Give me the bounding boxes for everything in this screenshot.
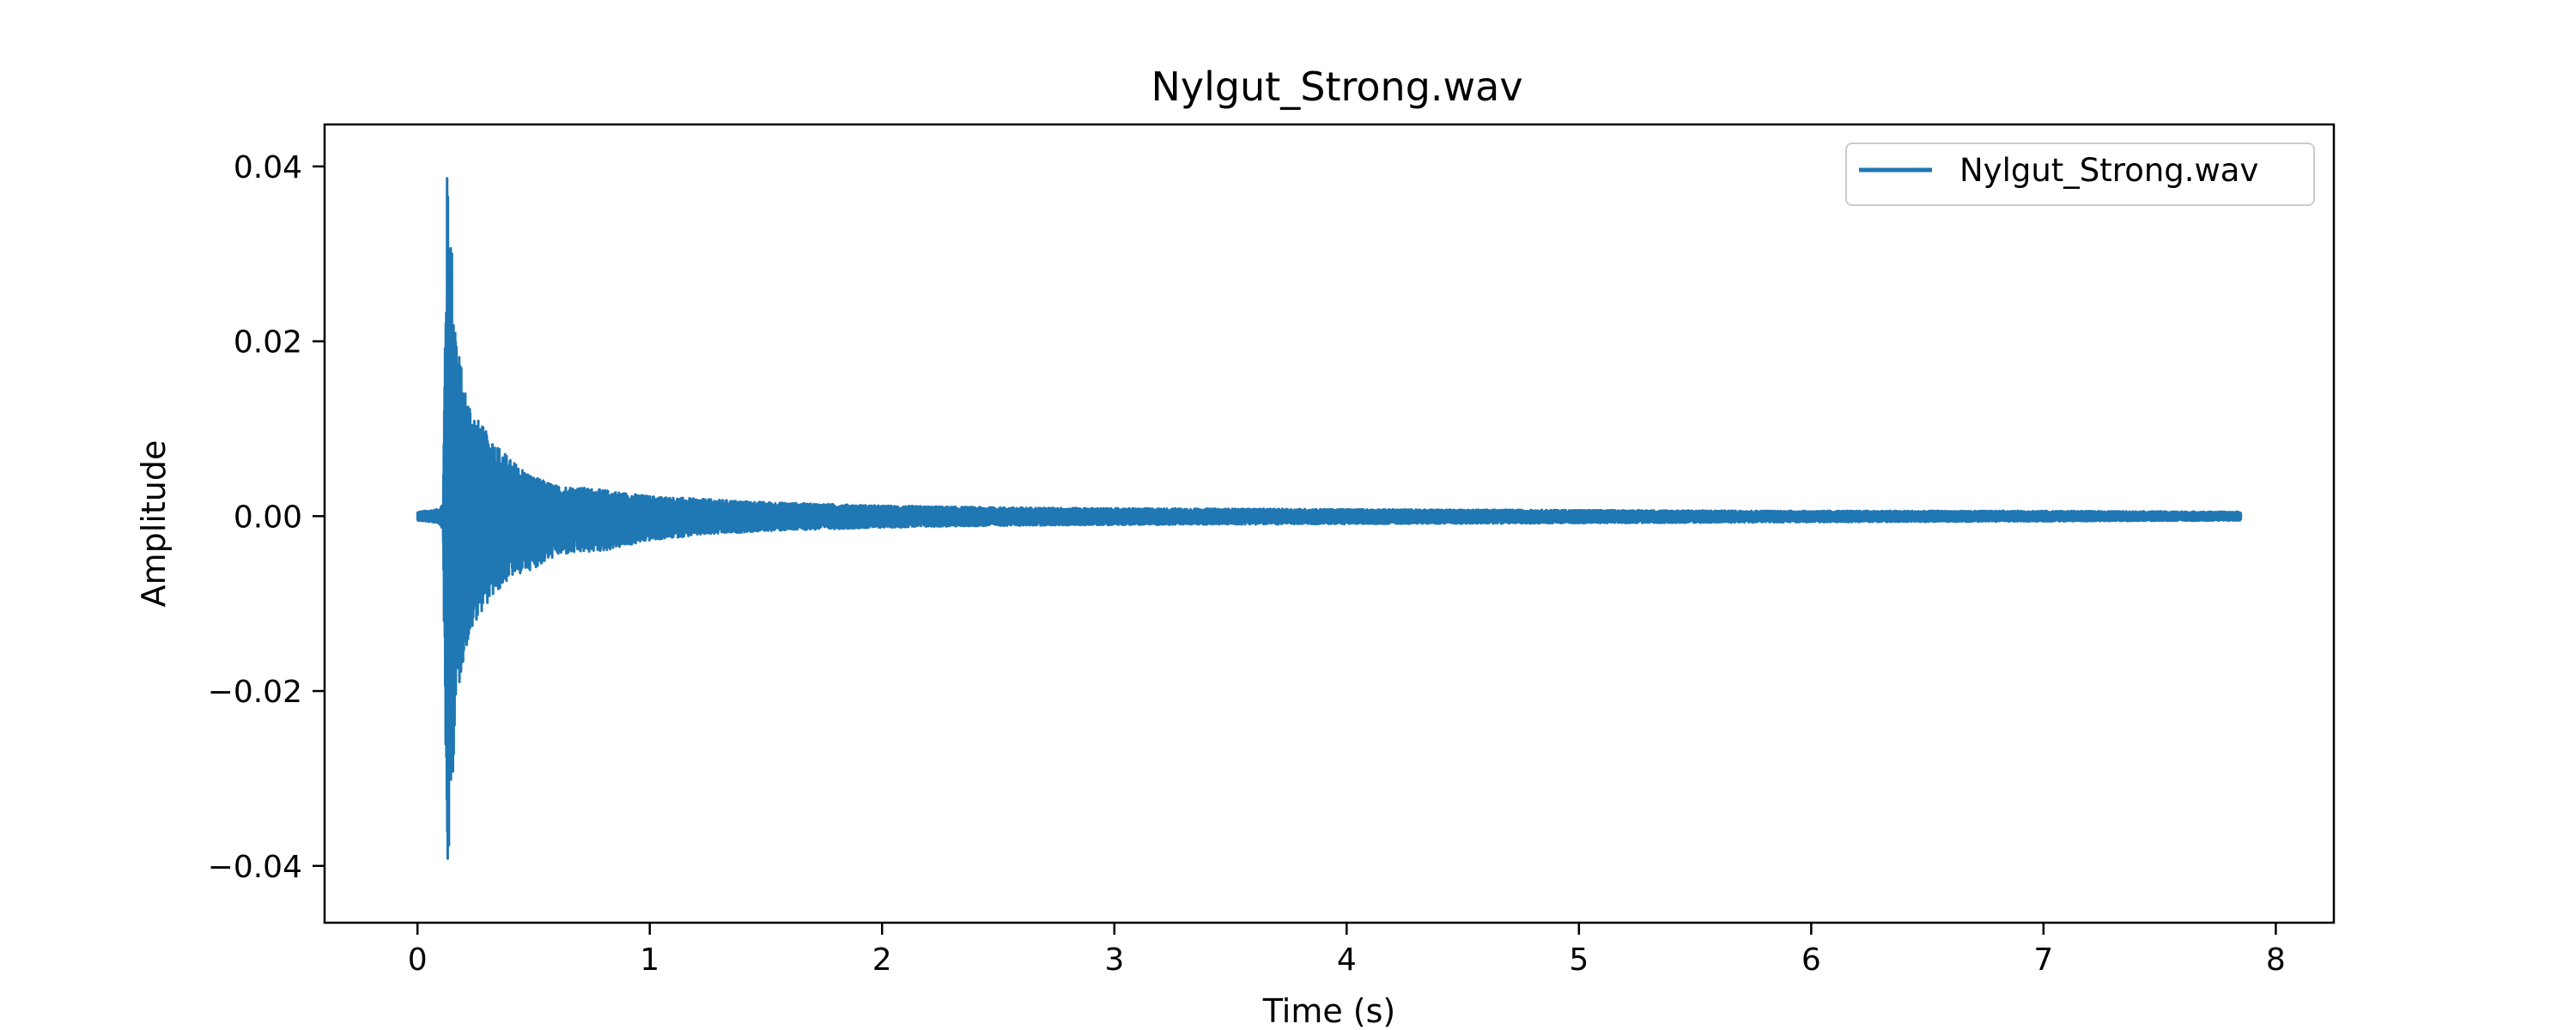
y-tick-label: −0.04	[208, 850, 302, 885]
x-axis-label: Time (s)	[1262, 992, 1396, 1030]
x-axis: 0 1 2 3 4 5 6 7 8	[408, 923, 2286, 978]
x-tick-label: 4	[1337, 942, 1357, 978]
y-tick-label: 0.04	[234, 150, 302, 185]
x-tick-label: 6	[1801, 942, 1821, 978]
waveform-line	[416, 177, 2243, 860]
x-tick-label: 3	[1104, 942, 1124, 978]
legend: Nylgut_Strong.wav	[1845, 142, 2315, 206]
x-tick-label: 7	[2033, 942, 2053, 978]
x-tick-label: 5	[1569, 942, 1589, 978]
waveform-series	[416, 177, 2243, 860]
legend-box	[1845, 142, 2315, 206]
legend-label: Nylgut_Strong.wav	[1959, 152, 2258, 189]
x-tick-label: 0	[408, 942, 428, 978]
y-tick-label: 0.02	[234, 325, 302, 360]
x-tick-label: 2	[872, 942, 892, 978]
chart-title: Nylgut_Strong.wav	[1151, 64, 1522, 110]
y-tick-label: 0.00	[234, 500, 302, 535]
x-tick-label: 1	[640, 942, 659, 978]
x-tick-label: 8	[2266, 942, 2286, 978]
y-axis-label: Amplitude	[135, 440, 173, 608]
y-axis: 0.04 0.02 0.00 −0.02 −0.04	[208, 150, 325, 885]
y-tick-label: −0.02	[208, 675, 302, 710]
axes-frame	[323, 123, 2336, 924]
plot-area	[323, 123, 2336, 924]
